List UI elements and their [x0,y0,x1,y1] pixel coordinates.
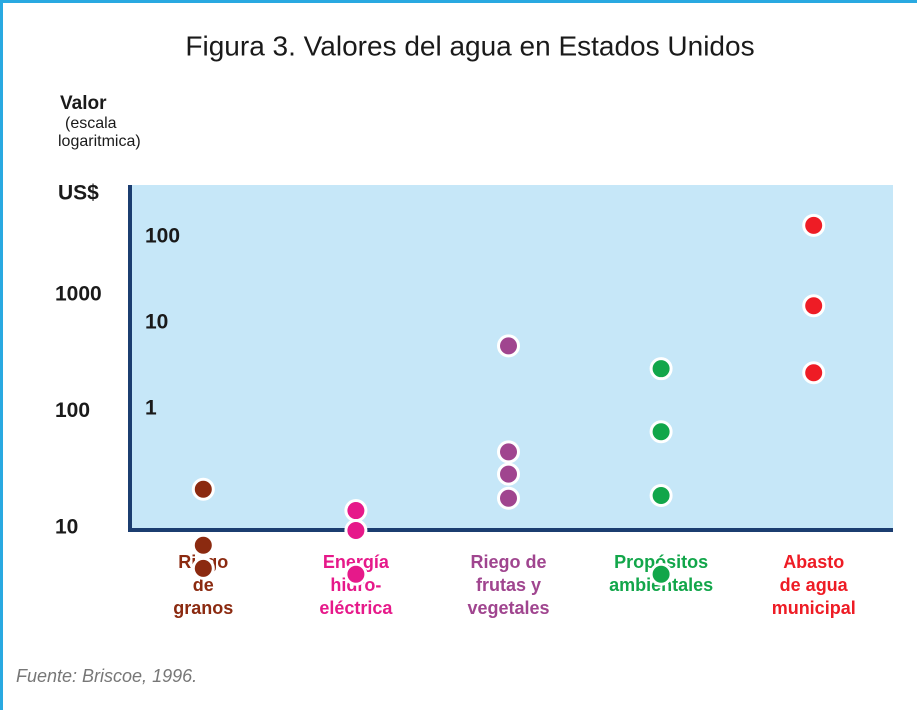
category-label: de [193,575,214,595]
category-label: eléctrica [319,598,393,618]
dot [802,361,826,385]
chart-title: Figura 3. Valores del agua en Estados Un… [185,30,754,61]
category-label: Abasto [783,552,844,572]
category-label: granos [173,598,233,618]
y2-tick-label: 100 [145,225,180,248]
dot [191,533,215,557]
dot [191,477,215,501]
y-unit: US$ [58,182,99,205]
source: Fuente: Briscoe, 1996. [16,666,197,686]
dot [344,499,368,523]
category-label: vegetales [467,598,549,618]
category-label: Propósitos [614,552,708,572]
y-tick-label: 10 [55,515,78,538]
dot [649,483,673,507]
y-tick-label: 1000 [55,283,102,306]
dot [497,486,520,510]
dot [649,420,673,444]
dot [497,440,520,464]
category-label: Riego de [470,552,546,572]
dot [802,294,826,318]
dot [344,562,368,586]
y2-tick-label: 1 [145,396,157,419]
category-label: de agua [780,575,849,595]
y2-tick-label: 10 [145,311,168,334]
dot [802,213,826,237]
category-label: Energía [323,552,390,572]
category-label: frutas y [476,575,541,595]
y-label: Valor [60,93,107,114]
y-label: logaritmica) [58,133,141,150]
dot [649,562,673,586]
dot [191,556,215,580]
dot [649,357,673,381]
y-tick-label: 100 [55,399,90,422]
dot [497,334,520,358]
y-label: (escala [65,115,117,132]
dot [497,462,520,486]
dot [344,519,368,543]
category-label: municipal [772,598,856,618]
